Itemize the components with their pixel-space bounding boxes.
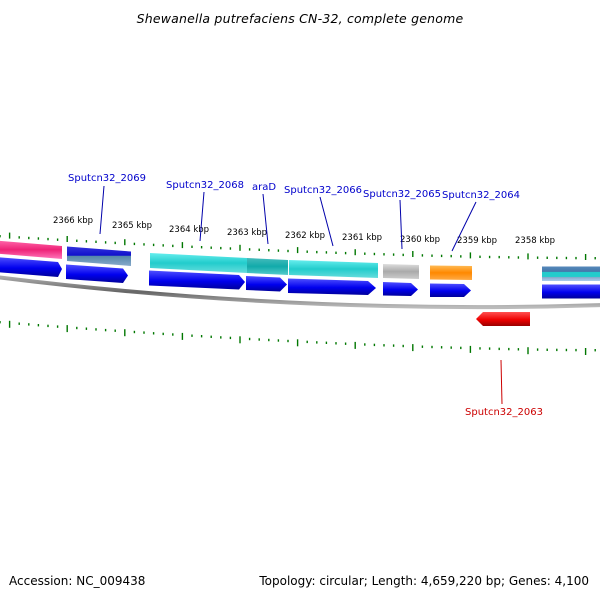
- scale-label-2366: 2366 kbp: [53, 216, 93, 226]
- outer-tick-ring: [0, 232, 596, 260]
- cds-forward-arrow: [542, 284, 600, 299]
- cds-forward-arrow: [149, 270, 245, 290]
- gene-labels: Sputcn32_2069 Sputcn32_2068 araD Sputcn3…: [68, 173, 543, 418]
- scale-label-2365: 2365 kbp: [112, 221, 152, 231]
- scale-label-2360: 2360 kbp: [400, 235, 440, 245]
- gene-leader-lines: [99, 185, 477, 252]
- gene-label-sputcn32-2069: Sputcn32_2069: [68, 173, 146, 184]
- leader-line: [319, 196, 334, 247]
- leader-line: [399, 199, 403, 250]
- cog-block-orange: [430, 265, 472, 280]
- map-title: Shewanella putrefaciens CN-32, complete …: [136, 11, 464, 26]
- scale-label-2358: 2358 kbp: [515, 236, 555, 246]
- scale-label-2359: 2359 kbp: [457, 236, 497, 246]
- topology-text: Topology: circular; Length: 4,659,220 bp…: [259, 574, 589, 588]
- leader-line: [199, 191, 205, 242]
- cds-forward-arrow: [66, 264, 128, 283]
- cds-forward-arrow: [288, 278, 376, 295]
- cog-block-multi: [542, 266, 600, 281]
- gene-label-sputcn32-2068: Sputcn32_2068: [166, 180, 244, 191]
- gene-label-sputcn32-2063: Sputcn32_2063: [465, 407, 543, 418]
- inner-tick-ring: [0, 320, 596, 355]
- cog-block-cyan-1: [150, 253, 247, 273]
- cds-reverse-arrow: [476, 312, 530, 326]
- gene-label-sputcn32-2065: Sputcn32_2065: [363, 189, 441, 200]
- cog-block-blue: [67, 246, 131, 266]
- cog-feature-ring: [0, 240, 600, 281]
- cog-block-pink: [0, 240, 62, 259]
- cog-block-cyan-2: [289, 260, 378, 278]
- scale-label-2362: 2362 kbp: [285, 231, 325, 241]
- scale-label-2361: 2361 kbp: [342, 233, 382, 243]
- leader-line: [262, 193, 269, 245]
- scale-label-2364: 2364 kbp: [169, 225, 209, 235]
- scale-label-2363: 2363 kbp: [227, 228, 267, 238]
- cog-block-teal: [247, 258, 288, 275]
- leader-line: [451, 201, 477, 252]
- cds-forward-arrow: [430, 283, 471, 297]
- accession-text: Accession: NC_009438: [9, 574, 146, 588]
- leader-line: [99, 185, 105, 235]
- cog-block-gray: [383, 264, 419, 279]
- gene-label-arad: araD: [252, 182, 276, 193]
- cds-forward-arrow: [383, 282, 418, 296]
- genome-backbone: [0, 275, 600, 310]
- gene-label-sputcn32-2066: Sputcn32_2066: [284, 185, 362, 196]
- cds-forward-arrow: [246, 276, 287, 292]
- reverse-strand: [476, 312, 530, 326]
- gene-label-sputcn32-2064: Sputcn32_2064: [442, 190, 520, 201]
- leader-line-red: [500, 359, 503, 405]
- scale-labels: 2366 kbp 2365 kbp 2364 kbp 2363 kbp 2362…: [53, 216, 555, 246]
- forward-strand: [0, 257, 600, 299]
- cds-forward-arrow: [0, 257, 62, 277]
